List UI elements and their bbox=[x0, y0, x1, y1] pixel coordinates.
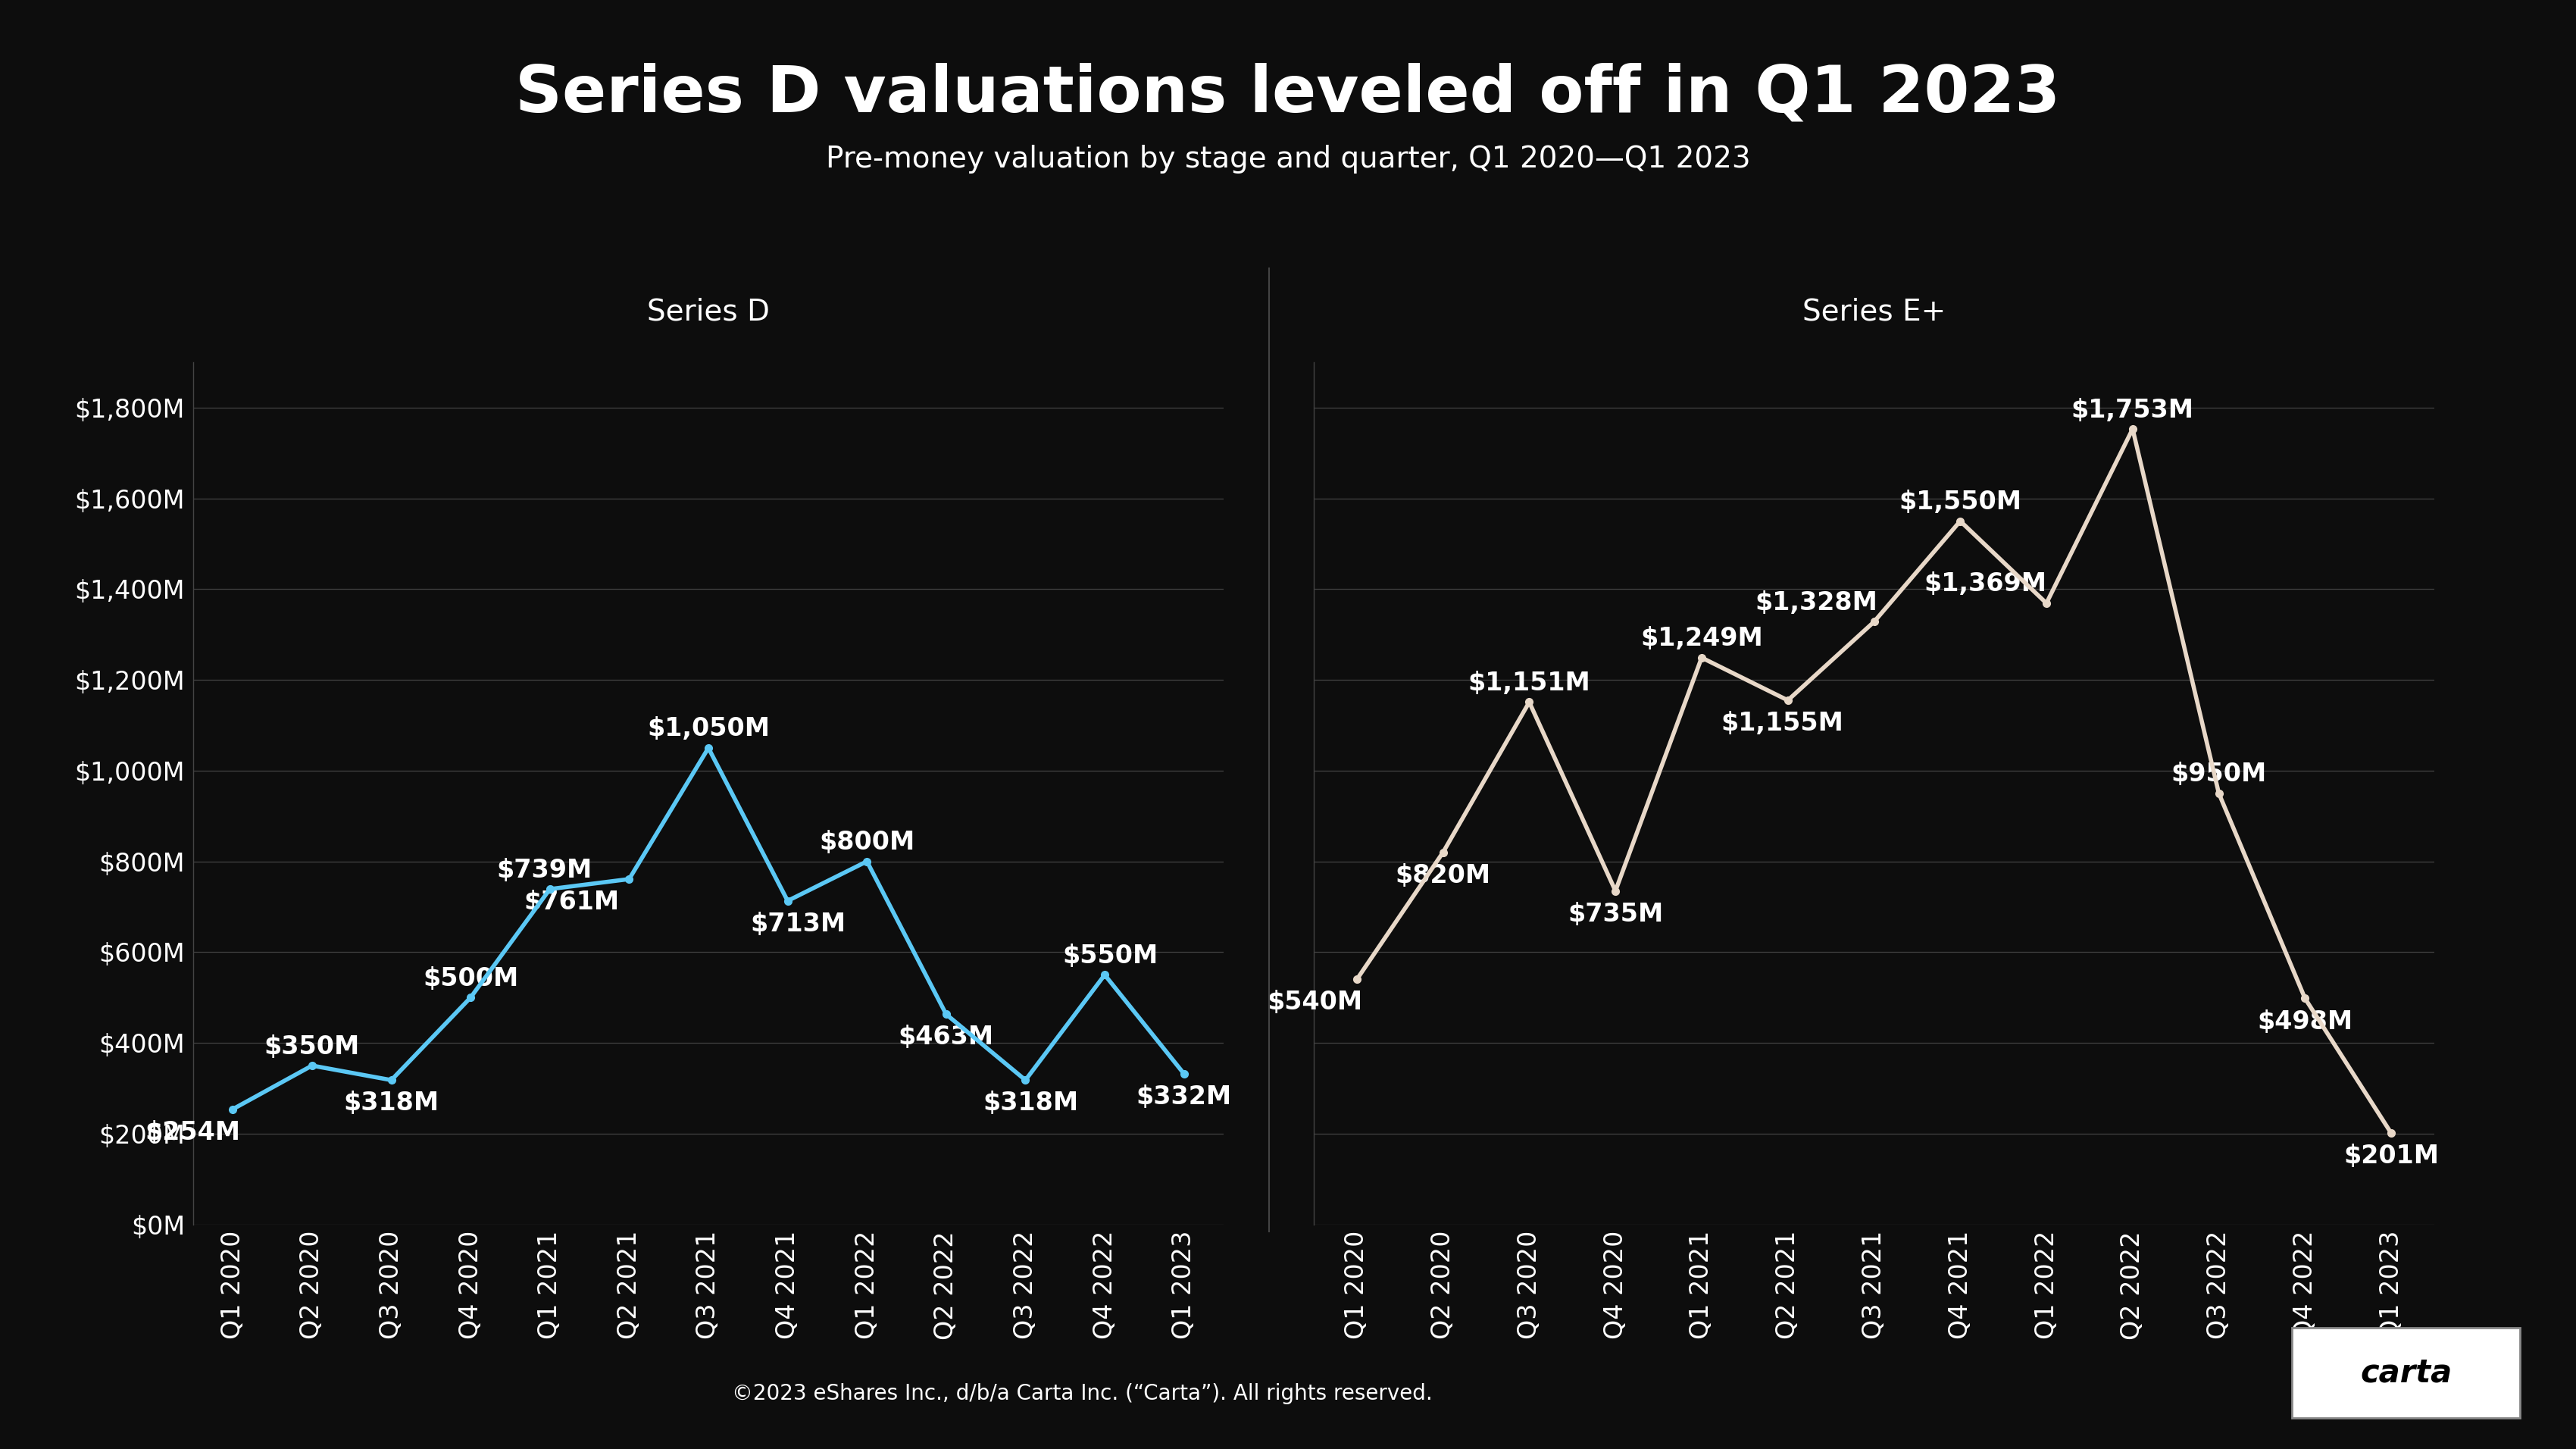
Text: $1,155M: $1,155M bbox=[1721, 711, 1844, 736]
FancyBboxPatch shape bbox=[2293, 1327, 2519, 1419]
Text: Series D valuations leveled off in Q1 2023: Series D valuations leveled off in Q1 20… bbox=[515, 62, 2061, 126]
Text: $332M: $332M bbox=[1136, 1084, 1231, 1110]
Text: $318M: $318M bbox=[343, 1091, 438, 1116]
Text: Pre-money valuation by stage and quarter, Q1 2020—Q1 2023: Pre-money valuation by stage and quarter… bbox=[824, 145, 1752, 174]
Text: $1,550M: $1,550M bbox=[1899, 490, 2022, 514]
Text: $350M: $350M bbox=[265, 1035, 361, 1059]
Text: $254M: $254M bbox=[144, 1120, 240, 1145]
Text: $463M: $463M bbox=[899, 1024, 994, 1051]
Text: $201M: $201M bbox=[2344, 1143, 2439, 1169]
Text: carta: carta bbox=[2360, 1358, 2452, 1388]
Text: Series D: Series D bbox=[647, 297, 770, 326]
Text: $540M: $540M bbox=[1267, 990, 1363, 1016]
Text: Series E+: Series E+ bbox=[1803, 297, 1945, 326]
Text: $1,369M: $1,369M bbox=[1924, 572, 2048, 597]
Text: $820M: $820M bbox=[1396, 864, 1492, 888]
Text: $1,151M: $1,151M bbox=[1468, 671, 1589, 696]
Text: $1,328M: $1,328M bbox=[1754, 590, 1878, 616]
Text: $800M: $800M bbox=[819, 830, 914, 855]
Text: $1,050M: $1,050M bbox=[647, 716, 770, 742]
Text: $739M: $739M bbox=[497, 858, 592, 882]
Text: $761M: $761M bbox=[523, 890, 618, 914]
Text: $735M: $735M bbox=[1569, 901, 1664, 926]
Text: ©2023 eShares Inc., d/b/a Carta Inc. (“Carta”). All rights reserved.: ©2023 eShares Inc., d/b/a Carta Inc. (“C… bbox=[732, 1384, 1432, 1404]
Text: $950M: $950M bbox=[2172, 762, 2267, 787]
Text: $1,249M: $1,249M bbox=[1641, 626, 1762, 651]
Text: $498M: $498M bbox=[2257, 1009, 2352, 1035]
Text: $500M: $500M bbox=[422, 966, 518, 991]
Text: $713M: $713M bbox=[750, 911, 845, 936]
Text: $1,753M: $1,753M bbox=[2071, 397, 2195, 423]
Text: $550M: $550M bbox=[1061, 943, 1157, 968]
Text: $318M: $318M bbox=[984, 1091, 1079, 1116]
